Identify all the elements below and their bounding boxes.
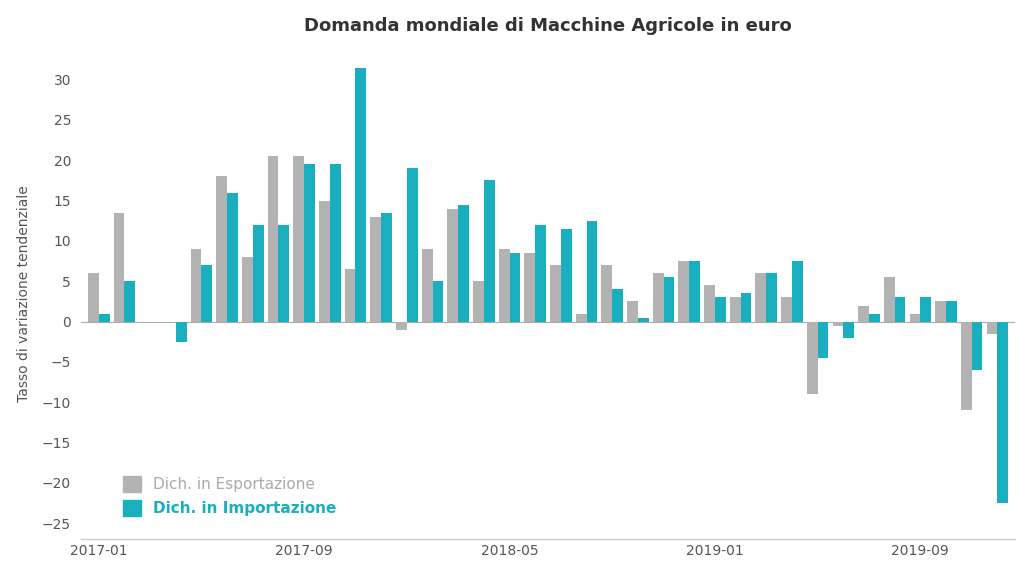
- Bar: [843, 321, 854, 338]
- Bar: [227, 193, 238, 321]
- Bar: [304, 164, 315, 321]
- Bar: [345, 269, 355, 321]
- Bar: [807, 321, 817, 394]
- Bar: [458, 205, 469, 321]
- Bar: [484, 181, 494, 321]
- Bar: [253, 225, 263, 321]
- Bar: [524, 253, 536, 321]
- Bar: [859, 305, 869, 321]
- Title: Domanda mondiale di Macchine Agricole in euro: Domanda mondiale di Macchine Agricole in…: [304, 17, 792, 34]
- Bar: [909, 313, 921, 321]
- Bar: [653, 273, 664, 321]
- Bar: [741, 293, 751, 321]
- Y-axis label: Tasso di variazione tendenziale: Tasso di variazione tendenziale: [17, 185, 31, 402]
- Bar: [536, 225, 546, 321]
- Bar: [330, 164, 341, 321]
- Bar: [817, 321, 829, 358]
- Bar: [560, 229, 572, 321]
- Bar: [370, 217, 381, 321]
- Bar: [678, 261, 689, 321]
- Legend: Dich. in Esportazione, Dich. in Importazione: Dich. in Esportazione, Dich. in Importaz…: [117, 470, 343, 522]
- Bar: [422, 249, 432, 321]
- Bar: [961, 321, 972, 411]
- Bar: [550, 265, 560, 321]
- Bar: [201, 265, 213, 321]
- Bar: [792, 261, 803, 321]
- Bar: [217, 177, 227, 321]
- Bar: [869, 313, 879, 321]
- Bar: [946, 301, 957, 321]
- Bar: [755, 273, 767, 321]
- Bar: [407, 168, 418, 321]
- Bar: [381, 213, 392, 321]
- Bar: [586, 221, 598, 321]
- Bar: [473, 281, 484, 321]
- Bar: [319, 201, 330, 321]
- Bar: [638, 317, 649, 321]
- Bar: [664, 277, 674, 321]
- Bar: [99, 313, 109, 321]
- Bar: [987, 321, 997, 333]
- Bar: [241, 257, 253, 321]
- Bar: [781, 297, 792, 321]
- Bar: [612, 289, 623, 321]
- Bar: [730, 297, 741, 321]
- Bar: [767, 273, 777, 321]
- Bar: [293, 156, 304, 321]
- Bar: [279, 225, 289, 321]
- Bar: [114, 213, 125, 321]
- Bar: [972, 321, 982, 370]
- Bar: [689, 261, 700, 321]
- Bar: [448, 209, 458, 321]
- Bar: [432, 281, 444, 321]
- Bar: [627, 301, 638, 321]
- Bar: [510, 253, 520, 321]
- Bar: [88, 273, 99, 321]
- Bar: [175, 321, 187, 342]
- Bar: [715, 297, 725, 321]
- Bar: [396, 321, 407, 329]
- Bar: [997, 321, 1008, 503]
- Bar: [576, 313, 586, 321]
- Bar: [935, 301, 946, 321]
- Bar: [267, 156, 279, 321]
- Bar: [921, 297, 931, 321]
- Bar: [833, 321, 843, 325]
- Bar: [125, 281, 135, 321]
- Bar: [191, 249, 201, 321]
- Bar: [602, 265, 612, 321]
- Bar: [355, 67, 366, 321]
- Bar: [704, 285, 715, 321]
- Bar: [883, 277, 895, 321]
- Bar: [498, 249, 510, 321]
- Bar: [895, 297, 905, 321]
